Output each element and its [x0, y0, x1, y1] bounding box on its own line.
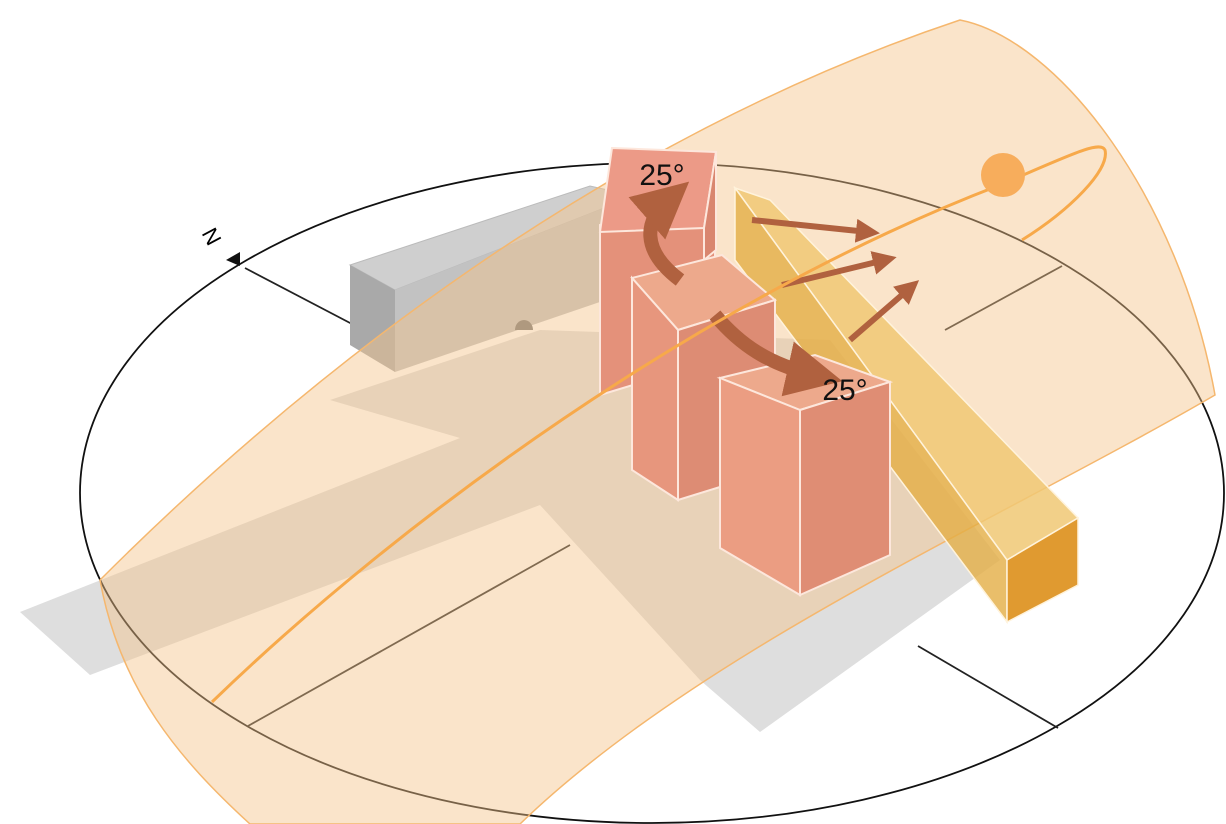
north-arrow — [226, 252, 240, 266]
rotation-label: 25° — [639, 159, 684, 192]
compass-lines — [244, 265, 1063, 729]
sun-path — [210, 145, 1107, 704]
wind-arrows — [751, 217, 920, 343]
rotation-arrows — [628, 181, 843, 397]
rotation-label: 25° — [822, 374, 867, 407]
sun — [981, 153, 1025, 197]
gray-building — [348, 185, 637, 372]
north-label: N — [197, 224, 227, 250]
